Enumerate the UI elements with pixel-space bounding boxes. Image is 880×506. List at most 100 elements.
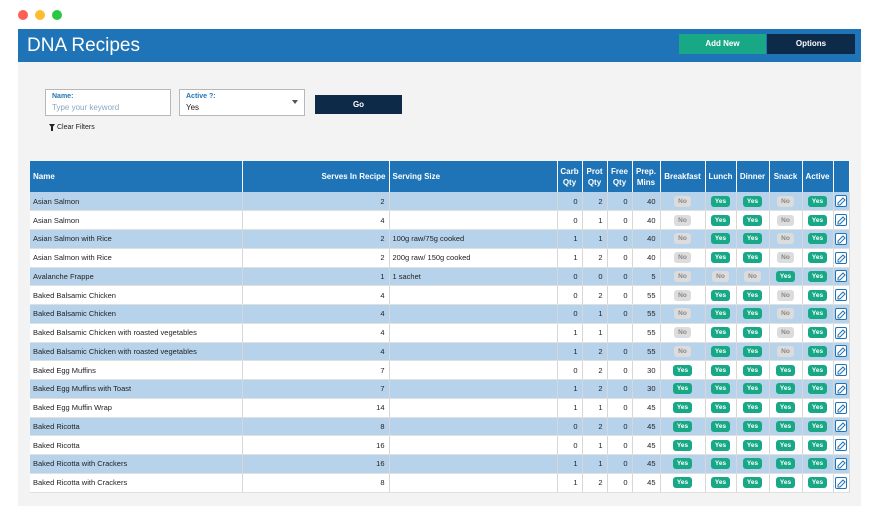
cell-prep: 40 <box>632 248 661 268</box>
col-header-prot[interactable]: Prot Qty <box>582 161 608 192</box>
options-button[interactable]: Options <box>767 34 855 54</box>
col-header-dinner[interactable]: Dinner <box>736 161 770 192</box>
edit-icon[interactable] <box>835 476 847 489</box>
clear-filters-link[interactable]: Clear Filters <box>49 124 95 131</box>
cell-snack: No <box>769 210 803 230</box>
cell-carb: 1 <box>557 473 583 493</box>
cell-breakfast: Yes <box>660 454 706 474</box>
active-badge: Yes <box>807 327 828 339</box>
cell-prep: 40 <box>632 210 661 230</box>
cell-prot: 2 <box>582 360 608 380</box>
col-header-serving-size[interactable]: Serving Size <box>389 161 558 192</box>
maximize-window-icon[interactable] <box>52 10 62 20</box>
snack-badge: Yes <box>775 458 796 470</box>
cell-dinner: Yes <box>736 398 770 418</box>
cell-serves: 16 <box>242 435 390 455</box>
edit-icon[interactable] <box>835 307 847 320</box>
snack-badge: No <box>777 252 794 264</box>
col-header-name[interactable]: Name <box>30 161 243 192</box>
breakfast-badge: Yes <box>672 402 693 414</box>
active-filter-label: Active ?: <box>186 93 216 100</box>
col-header-serves[interactable]: Serves In Recipe <box>242 161 390 192</box>
snack-badge: Yes <box>775 439 796 451</box>
table-row[interactable]: Asian Salmon with Rice 2 200g raw/ 150g co… <box>30 248 850 268</box>
cell-lunch: Yes <box>705 285 737 305</box>
table-row[interactable]: Asian Salmon with Rice 2 100g raw/75g cook… <box>30 229 850 249</box>
cell-lunch: Yes <box>705 304 737 324</box>
edit-icon[interactable] <box>835 214 847 227</box>
table-row[interactable]: Baked Ricotta 16 0 1 0 45 Yes Yes Yes Yes Yes <box>30 435 850 455</box>
col-header-free[interactable]: Free Qty <box>607 161 633 192</box>
table-row[interactable]: Baked Egg Muffin Wrap 14 1 1 0 45 Yes Yes Yes Yes… <box>30 398 850 418</box>
cell-free: 0 <box>607 379 633 399</box>
table-row[interactable]: Avalanche Frappe 1 1 sachet 0 0 0 5 No No No Yes Ye… <box>30 267 850 287</box>
cell-serving-size <box>389 342 558 362</box>
edit-icon[interactable] <box>835 439 847 452</box>
table-row[interactable]: Baked Egg Muffins 7 0 2 0 30 Yes Yes Yes Yes Yes <box>30 360 850 380</box>
table-row[interactable]: Baked Ricotta with Crackers 16 1 1 0 45 Yes Yes… <box>30 454 850 474</box>
table-row[interactable]: Baked Ricotta 8 0 2 0 45 Yes Yes Yes Yes Yes <box>30 417 850 437</box>
cell-snack: Yes <box>769 267 803 287</box>
edit-icon[interactable] <box>835 270 847 283</box>
table-row[interactable]: Baked Balsamic Chicken with roasted vege… <box>30 323 850 343</box>
cell-lunch: Yes <box>705 435 737 455</box>
dinner-badge: Yes <box>742 383 763 395</box>
cell-prep: 30 <box>632 379 661 399</box>
close-window-icon[interactable] <box>18 10 28 20</box>
edit-icon[interactable] <box>835 420 847 433</box>
cell-actions <box>833 435 850 455</box>
breakfast-badge: No <box>674 289 691 301</box>
cell-dinner: Yes <box>736 473 770 493</box>
lunch-badge: Yes <box>710 195 731 207</box>
cell-lunch: Yes <box>705 398 737 418</box>
col-header-snack[interactable]: Snack <box>769 161 803 192</box>
cell-serving-size: 100g raw/75g cooked <box>389 229 558 249</box>
cell-dinner: Yes <box>736 323 770 343</box>
cell-snack: Yes <box>769 379 803 399</box>
edit-icon[interactable] <box>835 232 847 245</box>
cell-prot: 2 <box>582 342 608 362</box>
cell-prep: 40 <box>632 192 661 212</box>
add-new-button[interactable]: Add New <box>679 34 766 54</box>
edit-icon[interactable] <box>835 345 847 358</box>
edit-icon[interactable] <box>835 195 847 208</box>
table-row[interactable]: Asian Salmon 2 0 2 0 40 No Yes Yes No Yes <box>30 192 850 212</box>
edit-icon[interactable] <box>835 364 847 377</box>
col-header-carb[interactable]: Carb Qty <box>557 161 583 192</box>
table-row[interactable]: Baked Balsamic Chicken 4 0 1 0 55 No Yes Yes No Ye… <box>30 304 850 324</box>
snack-badge: Yes <box>775 383 796 395</box>
lunch-badge: Yes <box>710 327 731 339</box>
edit-icon[interactable] <box>835 289 847 302</box>
cell-prot: 1 <box>582 210 608 230</box>
name-filter-field[interactable]: Name: <box>45 89 171 116</box>
col-header-active[interactable]: Active <box>802 161 834 192</box>
go-button[interactable]: Go <box>315 95 402 114</box>
table-row[interactable]: Baked Balsamic Chicken with roasted vege… <box>30 342 850 362</box>
snack-badge: No <box>777 308 794 320</box>
cell-serving-size <box>389 210 558 230</box>
col-header-lunch[interactable]: Lunch <box>705 161 737 192</box>
edit-icon[interactable] <box>835 251 847 264</box>
table-row[interactable]: Baked Ricotta with Crackers 8 1 2 0 45 Yes Yes Y… <box>30 473 850 493</box>
edit-icon[interactable] <box>835 382 847 395</box>
edit-icon[interactable] <box>835 457 847 470</box>
snack-badge: Yes <box>775 477 796 489</box>
cell-breakfast: Yes <box>660 435 706 455</box>
minimize-window-icon[interactable] <box>35 10 45 20</box>
col-header-breakfast[interactable]: Breakfast <box>660 161 706 192</box>
col-header-prep[interactable]: Prep. Mins <box>632 161 661 192</box>
cell-carb: 0 <box>557 435 583 455</box>
cell-prep: 45 <box>632 454 661 474</box>
name-search-input[interactable] <box>52 103 162 112</box>
cell-active: Yes <box>802 285 834 305</box>
table-row[interactable]: Asian Salmon 4 0 1 0 40 No Yes Yes No Yes <box>30 210 850 230</box>
edit-icon[interactable] <box>835 326 847 339</box>
cell-serves: 7 <box>242 379 390 399</box>
active-badge: Yes <box>807 252 828 264</box>
lunch-badge: Yes <box>710 308 731 320</box>
active-filter-select[interactable]: Active ?: Yes <box>179 89 305 116</box>
cell-name: Baked Balsamic Chicken with roasted vege… <box>30 323 243 343</box>
edit-icon[interactable] <box>835 401 847 414</box>
table-row[interactable]: Baked Egg Muffins with Toast 7 1 2 0 30 Yes Yes… <box>30 379 850 399</box>
table-row[interactable]: Baked Balsamic Chicken 4 0 2 0 55 No Yes Yes No Ye… <box>30 285 850 305</box>
